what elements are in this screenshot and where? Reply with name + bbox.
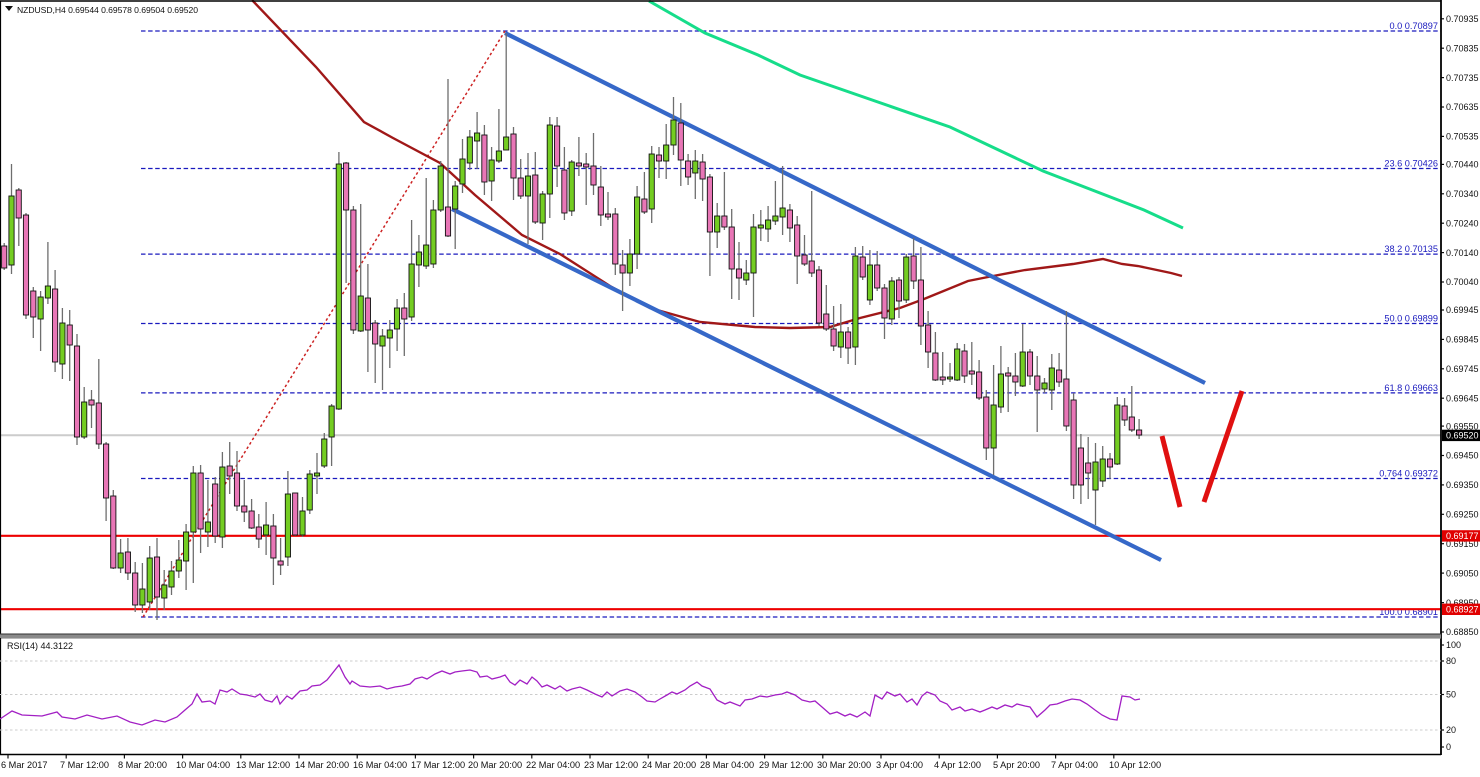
svg-text:0.70535: 0.70535 (1446, 132, 1479, 142)
svg-text:20 Mar 20:00: 20 Mar 20:00 (468, 760, 522, 770)
svg-text:0.69350: 0.69350 (1446, 480, 1479, 490)
svg-text:0.70635: 0.70635 (1446, 102, 1479, 112)
svg-text:17 Mar 12:00: 17 Mar 12:00 (411, 760, 465, 770)
svg-text:0.70935: 0.70935 (1446, 14, 1479, 24)
svg-text:0.70735: 0.70735 (1446, 73, 1479, 83)
svg-text:22 Mar 04:00: 22 Mar 04:00 (526, 760, 580, 770)
svg-text:0.70835: 0.70835 (1446, 43, 1479, 53)
svg-text:0.70440: 0.70440 (1446, 160, 1479, 170)
svg-text:23.6 0.70426: 23.6 0.70426 (1384, 159, 1438, 169)
svg-text:0.69645: 0.69645 (1446, 393, 1479, 403)
svg-text:0.69745: 0.69745 (1446, 364, 1479, 374)
svg-text:6 Mar 2017: 6 Mar 2017 (1, 760, 47, 770)
svg-text:NZDUSD,H4 0.69544 0.69578 0.6: NZDUSD,H4 0.69544 0.69578 0.69504 0.6952… (17, 5, 198, 15)
svg-text:20: 20 (1446, 725, 1456, 735)
svg-text:0.0 0.70897: 0.0 0.70897 (1389, 21, 1438, 31)
svg-text:29 Mar 12:00: 29 Mar 12:00 (759, 760, 813, 770)
svg-text:61.8 0.69663: 61.8 0.69663 (1384, 383, 1438, 393)
svg-text:10 Apr 12:00: 10 Apr 12:00 (1109, 760, 1161, 770)
svg-text:0.764 0.69372: 0.764 0.69372 (1379, 469, 1438, 479)
svg-text:0.69150: 0.69150 (1446, 539, 1479, 549)
svg-text:0.69450: 0.69450 (1446, 451, 1479, 461)
svg-text:0.68927: 0.68927 (1446, 605, 1479, 615)
svg-text:0.69050: 0.69050 (1446, 568, 1479, 578)
svg-text:0.70240: 0.70240 (1446, 218, 1479, 228)
svg-text:0.68950: 0.68950 (1446, 598, 1479, 608)
svg-text:24 Mar 20:00: 24 Mar 20:00 (642, 760, 696, 770)
svg-text:30 Mar 20:00: 30 Mar 20:00 (817, 760, 871, 770)
svg-text:0.69945: 0.69945 (1446, 305, 1479, 315)
svg-text:3 Apr 04:00: 3 Apr 04:00 (876, 760, 923, 770)
svg-text:80: 80 (1446, 656, 1456, 666)
svg-text:0.69250: 0.69250 (1446, 510, 1479, 520)
svg-text:7 Apr 04:00: 7 Apr 04:00 (1051, 760, 1098, 770)
svg-text:0.69520: 0.69520 (1446, 431, 1479, 441)
svg-text:28 Mar 04:00: 28 Mar 04:00 (700, 760, 754, 770)
svg-text:0.70140: 0.70140 (1446, 248, 1479, 258)
svg-text:0.68850: 0.68850 (1446, 627, 1479, 637)
svg-text:7 Mar 12:00: 7 Mar 12:00 (60, 760, 109, 770)
svg-text:50: 50 (1446, 690, 1456, 700)
svg-text:14 Mar 20:00: 14 Mar 20:00 (295, 760, 349, 770)
svg-text:0.70340: 0.70340 (1446, 189, 1479, 199)
svg-text:23 Mar 12:00: 23 Mar 12:00 (584, 760, 638, 770)
svg-text:0.69177: 0.69177 (1446, 531, 1479, 541)
svg-text:8 Mar 20:00: 8 Mar 20:00 (118, 760, 167, 770)
svg-text:4 Apr 12:00: 4 Apr 12:00 (934, 760, 981, 770)
svg-text:RSI(14) 44.3122: RSI(14) 44.3122 (7, 641, 73, 651)
svg-text:0.70040: 0.70040 (1446, 277, 1479, 287)
svg-text:16 Mar 04:00: 16 Mar 04:00 (353, 760, 407, 770)
svg-text:10 Mar 04:00: 10 Mar 04:00 (176, 760, 230, 770)
svg-text:0: 0 (1446, 742, 1451, 752)
svg-text:5 Apr 20:00: 5 Apr 20:00 (993, 760, 1040, 770)
svg-text:100: 100 (1446, 640, 1461, 650)
svg-text:0.69550: 0.69550 (1446, 421, 1479, 431)
svg-text:13 Mar 12:00: 13 Mar 12:00 (236, 760, 290, 770)
svg-text:0.69845: 0.69845 (1446, 335, 1479, 345)
svg-text:50.0 0.69899: 50.0 0.69899 (1384, 314, 1438, 324)
svg-text:38.2 0.70135: 38.2 0.70135 (1384, 244, 1438, 254)
svg-text:100.0 0.68901: 100.0 0.68901 (1379, 607, 1438, 617)
